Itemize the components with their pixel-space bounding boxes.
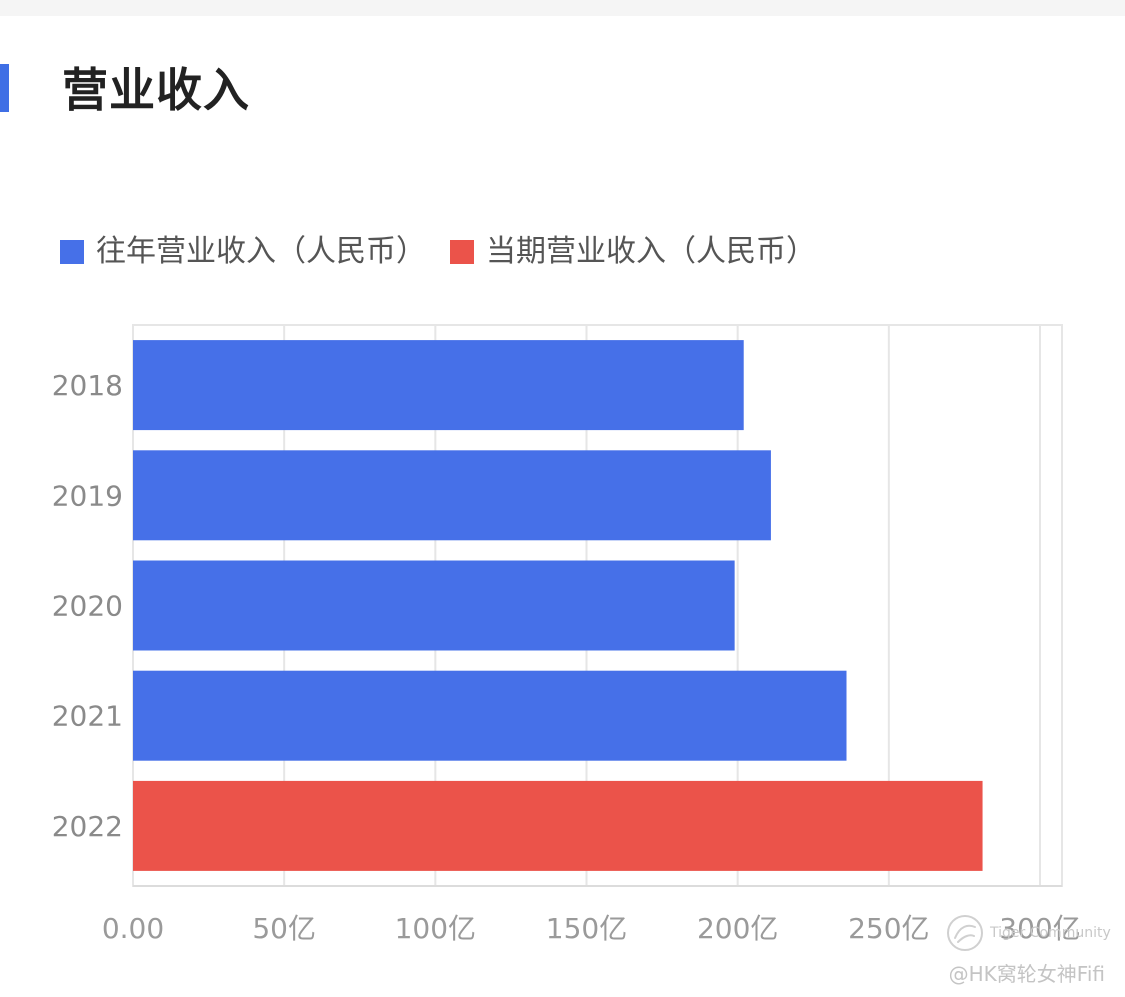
legend-item-current-period: 当期营业收入（人民币） xyxy=(450,232,816,272)
legend-swatch-current-period xyxy=(450,240,474,264)
page-title: 营业收入 xyxy=(62,63,250,117)
y-tick-label: 2021 xyxy=(52,700,123,733)
legend-swatch-previous-years xyxy=(60,240,84,264)
author-handle: @HK窝轮女神Fifi xyxy=(948,962,1105,986)
title-accent-bar xyxy=(0,64,9,112)
x-tick-label: 250亿 xyxy=(848,912,929,945)
x-tick-label: 0.00 xyxy=(102,912,164,945)
bar-2020 xyxy=(133,560,735,651)
tiger-logo-icon xyxy=(947,915,983,951)
bar-2019 xyxy=(133,450,771,541)
y-tick-label: 2019 xyxy=(52,479,123,512)
legend-label-current-period: 当期营业收入（人民币） xyxy=(486,234,816,269)
bar-2018 xyxy=(133,340,744,431)
legend-label-previous-years: 往年营业收入（人民币） xyxy=(96,234,426,269)
top-band xyxy=(0,0,1125,16)
y-tick-label: 2018 xyxy=(52,369,123,402)
watermark-text: Tiger Community xyxy=(990,925,1111,941)
bar-2021 xyxy=(133,670,847,761)
legend-item-previous-years: 往年营业收入（人民币） xyxy=(60,232,426,272)
x-tick-label: 300亿 xyxy=(999,912,1080,945)
watermark: Tiger Community xyxy=(946,914,1111,952)
x-tick-label: 50亿 xyxy=(252,912,316,945)
y-tick-label: 2022 xyxy=(52,810,123,843)
chart-legend: 往年营业收入（人民币） 当期营业收入（人民币） xyxy=(60,232,840,272)
x-tick-label: 200亿 xyxy=(697,912,778,945)
x-tick-label: 150亿 xyxy=(546,912,627,945)
bar-2022 xyxy=(133,780,983,871)
x-tick-label: 100亿 xyxy=(395,912,476,945)
revenue-bar-chart: 0.00 50亿 100亿 150亿 200亿 250亿 300亿 2018 2019 2020 2… xyxy=(52,324,1081,945)
y-tick-label: 2020 xyxy=(52,590,123,623)
